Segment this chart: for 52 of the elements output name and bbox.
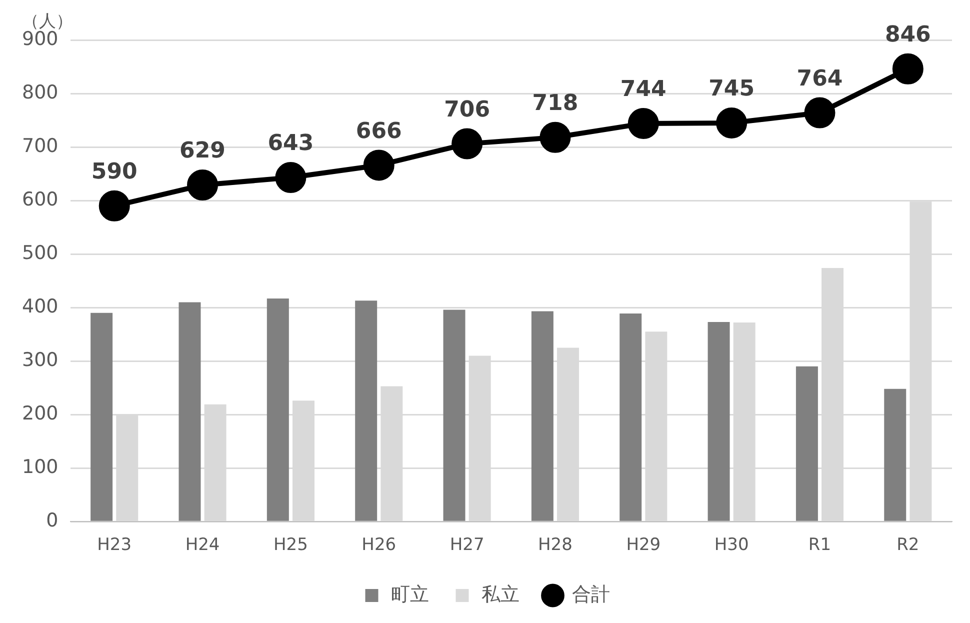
point <box>275 162 306 194</box>
y-tick-label: 700 <box>22 134 58 157</box>
data-label: 745 <box>708 76 755 102</box>
bar <box>531 311 554 521</box>
x-tick-label: H25 <box>273 535 308 556</box>
x-tick-label: H26 <box>362 535 396 556</box>
data-label: 590 <box>91 160 138 185</box>
point <box>98 190 130 222</box>
data-label: 764 <box>796 66 843 92</box>
x-tick-label: H29 <box>626 535 661 556</box>
point <box>804 97 836 128</box>
data-label: 706 <box>444 98 490 123</box>
y-tick-label: 400 <box>22 295 58 318</box>
point <box>452 128 483 160</box>
data-label: 846 <box>884 22 931 48</box>
data-label: 643 <box>268 131 314 156</box>
bar <box>708 322 730 521</box>
bar <box>90 312 113 521</box>
bar <box>796 366 818 521</box>
bar <box>266 298 289 521</box>
data-label: 744 <box>620 77 666 102</box>
y-tick-label: 300 <box>22 349 58 372</box>
y-tick-label: 600 <box>22 188 58 210</box>
x-tick-label: H23 <box>97 535 132 556</box>
legend-label: 合計 <box>572 583 610 606</box>
bar <box>355 300 378 521</box>
point <box>628 108 659 139</box>
point <box>892 53 924 84</box>
y-tick-label: 800 <box>22 81 58 104</box>
bar <box>443 310 466 521</box>
data-label: 666 <box>356 118 402 144</box>
legend-label: 町立 <box>390 583 429 606</box>
y-tick-label: 200 <box>22 402 58 425</box>
x-tick-label: H30 <box>714 535 749 556</box>
point <box>187 170 218 201</box>
x-tick-label: H24 <box>185 535 220 556</box>
data-label: 629 <box>180 138 226 164</box>
y-tick-label: 500 <box>22 242 58 264</box>
x-tick-label: H28 <box>538 535 572 556</box>
point <box>540 122 571 153</box>
x-tick-label: R2 <box>896 535 920 556</box>
y-tick-label: 0 <box>46 510 58 532</box>
bar <box>620 313 642 521</box>
bar <box>884 388 906 521</box>
x-tick-label: R1 <box>808 535 832 556</box>
x-tick-label: H27 <box>450 535 484 556</box>
bar <box>178 302 201 521</box>
legend-label: 私立 <box>481 583 520 606</box>
y-tick-label: 100 <box>22 456 58 478</box>
point <box>363 150 394 181</box>
data-label: 718 <box>532 91 578 116</box>
point <box>716 107 748 138</box>
